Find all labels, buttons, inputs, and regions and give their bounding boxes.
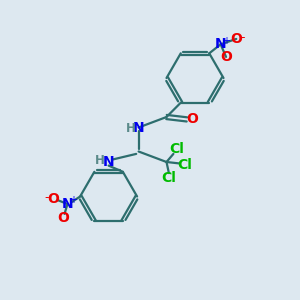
Text: +: + bbox=[70, 195, 77, 206]
Text: N: N bbox=[103, 155, 114, 169]
Text: N: N bbox=[215, 37, 226, 51]
Text: N: N bbox=[62, 197, 73, 211]
Text: O: O bbox=[57, 211, 69, 224]
Text: N: N bbox=[133, 121, 144, 134]
Text: Cl: Cl bbox=[177, 158, 192, 172]
Text: O: O bbox=[220, 50, 232, 64]
Text: O: O bbox=[186, 112, 198, 126]
Text: -: - bbox=[44, 190, 49, 204]
Text: +: + bbox=[222, 36, 230, 46]
Text: H: H bbox=[126, 122, 135, 136]
Text: H: H bbox=[95, 154, 105, 167]
Text: Cl: Cl bbox=[161, 171, 176, 184]
Text: Cl: Cl bbox=[169, 142, 184, 156]
Text: -: - bbox=[241, 31, 245, 44]
Text: O: O bbox=[47, 192, 59, 206]
Text: O: O bbox=[230, 32, 242, 46]
